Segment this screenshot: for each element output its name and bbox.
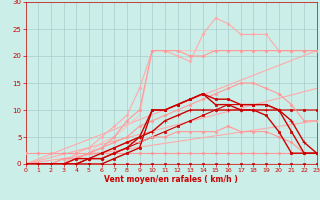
X-axis label: Vent moyen/en rafales ( km/h ): Vent moyen/en rafales ( km/h ) [104, 175, 238, 184]
